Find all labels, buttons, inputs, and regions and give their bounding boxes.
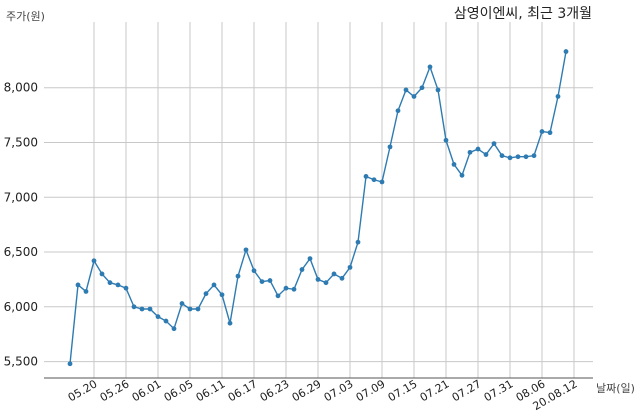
data-point xyxy=(139,306,145,312)
data-point xyxy=(371,177,377,183)
data-point xyxy=(547,130,553,136)
data-point xyxy=(83,289,89,294)
data-point xyxy=(483,152,489,157)
data-point xyxy=(115,282,121,288)
data-point xyxy=(323,280,329,286)
y-tick-label: 8,000 xyxy=(4,81,38,95)
data-point xyxy=(99,271,105,277)
data-point xyxy=(451,162,457,167)
data-point xyxy=(267,278,273,283)
data-point xyxy=(275,293,281,299)
data-point xyxy=(491,141,497,146)
data-point xyxy=(443,137,449,143)
data-point xyxy=(331,271,337,277)
data-point xyxy=(427,64,433,70)
data-point xyxy=(555,94,561,99)
data-point xyxy=(347,264,353,270)
x-tick-label: 06.11 xyxy=(194,377,228,404)
x-tick-label: 07.27 xyxy=(450,377,484,404)
data-point xyxy=(211,282,217,288)
label-layer: 5,500 6,000 6,500 7,000 7,500 8,000 05.2005.26… xyxy=(4,81,580,413)
data-point xyxy=(307,256,313,262)
data-point xyxy=(315,277,321,282)
x-tick-label: 07.09 xyxy=(354,377,388,404)
grid-layer xyxy=(44,22,593,378)
data-point xyxy=(563,49,569,54)
y-axis-label: 주가(원) xyxy=(6,10,45,23)
data-point xyxy=(75,282,81,288)
data-point xyxy=(155,314,161,320)
data-point xyxy=(283,285,289,291)
x-tick-label: 05.26 xyxy=(98,377,132,404)
data-point xyxy=(179,301,185,306)
data-point xyxy=(107,280,113,286)
x-tick-label: 07.31 xyxy=(482,377,516,404)
data-point xyxy=(395,108,401,114)
data-point xyxy=(507,155,513,161)
x-tick-label: 06.17 xyxy=(226,377,260,404)
data-point xyxy=(299,267,305,272)
x-tick-label: 07.03 xyxy=(322,377,356,404)
y-tick-label: 5,500 xyxy=(4,355,38,369)
data-point xyxy=(411,94,417,99)
data-point xyxy=(531,153,537,159)
y-tick-label: 6,000 xyxy=(4,300,38,314)
data-point xyxy=(259,279,265,285)
data-point xyxy=(539,129,545,134)
y-tick-label: 7,000 xyxy=(4,190,38,204)
data-point xyxy=(379,179,385,185)
data-point xyxy=(195,306,201,312)
x-tick-label: 06.23 xyxy=(258,377,292,404)
data-point xyxy=(499,153,505,159)
x-tick-label: 06.29 xyxy=(290,377,324,404)
data-point xyxy=(523,154,529,160)
data-point xyxy=(467,149,473,155)
x-tick-label: 06.05 xyxy=(162,377,196,404)
data-point xyxy=(67,361,73,367)
data-point xyxy=(515,154,521,160)
data-point xyxy=(475,146,481,152)
data-point xyxy=(235,273,241,279)
y-tick-label: 7,500 xyxy=(4,135,38,149)
data-point xyxy=(363,174,369,179)
data-point xyxy=(131,304,137,310)
data-point xyxy=(203,291,209,297)
x-tick-label: 05.20 xyxy=(66,377,100,404)
data-point xyxy=(227,320,233,326)
y-tick-label: 6,500 xyxy=(4,245,38,259)
data-point xyxy=(403,87,409,93)
x-tick-label: 06.01 xyxy=(130,377,164,404)
series-layer xyxy=(67,49,569,367)
x-tick-label: 07.15 xyxy=(386,377,420,404)
data-point xyxy=(147,306,153,312)
data-point xyxy=(171,326,177,332)
data-point xyxy=(291,286,297,292)
data-point xyxy=(251,268,257,274)
data-point xyxy=(459,172,465,178)
data-point xyxy=(355,239,361,245)
data-point xyxy=(163,318,169,324)
data-point xyxy=(219,292,225,298)
data-point xyxy=(243,247,249,253)
data-point xyxy=(339,275,345,281)
x-tick-label: 07.21 xyxy=(418,377,452,404)
data-point xyxy=(419,85,425,91)
x-axis-label: 날짜(일) xyxy=(596,381,635,395)
data-point xyxy=(91,258,97,264)
data-point xyxy=(187,306,193,312)
chart-title: 삼영이엔씨, 최근 3개월 xyxy=(454,6,592,22)
data-point xyxy=(387,144,393,150)
data-point xyxy=(123,285,129,291)
data-point xyxy=(435,87,441,93)
